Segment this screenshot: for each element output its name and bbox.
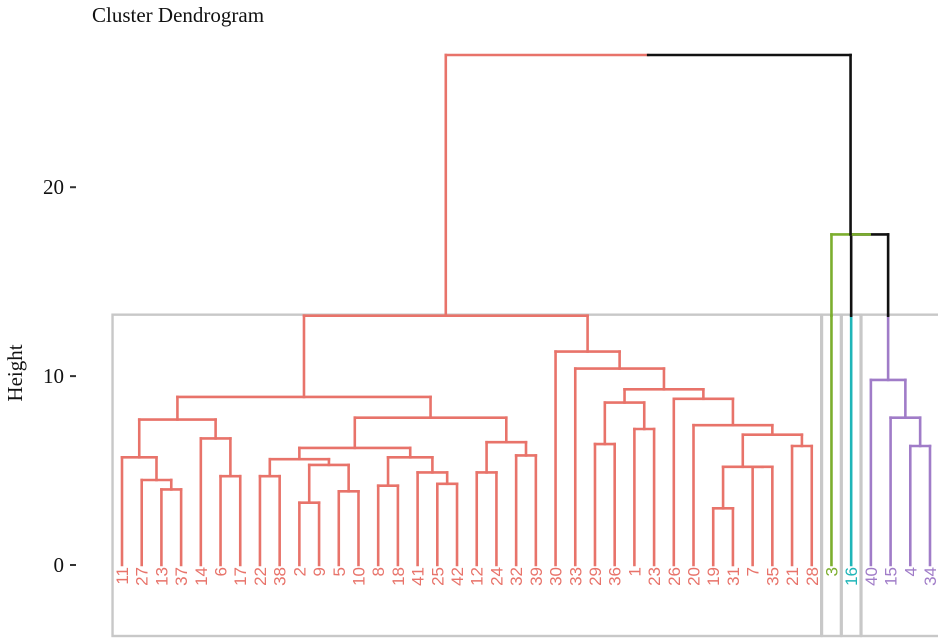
chart-title: Cluster Dendrogram [92,3,264,27]
leaf-label: 26 [665,567,684,586]
leaf-label: 2 [290,567,309,576]
cluster-box [111,313,823,638]
leaf-labels: 11 27 13 37 14 6 17 22 38 2 9 5 10 8 18 41 25 42 12 24 32 39 3… [113,567,938,586]
leaf-label: 20 [685,567,704,586]
leaf-label: 12 [468,567,487,586]
leaf-label: 14 [192,567,211,586]
leaf-label: 4 [901,567,920,576]
leaf-label: 32 [507,567,526,586]
leaf-label: 5 [330,567,349,576]
leaf-label: 34 [921,567,938,586]
leaf-label: 28 [803,567,822,586]
leaf-label: 36 [606,567,625,586]
y-tick-label: 20 [43,175,64,199]
leaf-label: 31 [724,567,743,586]
leaf-label: 1 [625,567,644,576]
leaf-label: 17 [231,567,250,586]
leaf-label: 18 [389,567,408,586]
leaf-label: 25 [428,567,447,586]
y-axis: 0 10 20 [43,175,76,577]
leaf-label: 8 [369,567,388,576]
y-axis-label: Height [3,344,27,401]
y-tick-label: 10 [43,364,64,388]
leaf-label: 42 [448,567,467,586]
leaf-label: 21 [783,567,802,586]
leaf-label: 33 [566,567,585,586]
leaf-label: 41 [409,567,428,586]
leaf-label: 6 [212,567,231,576]
leaf-label: 29 [586,567,605,586]
leaf-label: 30 [547,567,566,586]
leaf-label: 22 [251,567,270,586]
leaf-label: 35 [763,567,782,586]
leaf-label: 27 [133,567,152,586]
leaf-label: 40 [862,567,881,586]
y-tick-label: 0 [54,553,65,577]
leaf-label: 3 [822,567,841,576]
leaf-label: 10 [349,567,368,586]
leaf-label: 16 [842,567,861,586]
leaf-label: 13 [152,567,171,586]
leaf-label: 24 [487,567,506,586]
leaf-label: 7 [744,567,763,576]
cluster-box [860,313,938,638]
leaf-label: 11 [113,567,132,585]
leaf-label: 37 [172,567,191,586]
dendrogram-tree [120,53,932,567]
leaf-label: 15 [882,567,901,586]
leaf-label: 19 [704,567,723,586]
leaf-label: 38 [271,567,290,586]
leaf-label: 23 [645,567,664,586]
leaf-label: 9 [310,567,329,576]
leaf-label: 39 [527,567,546,586]
